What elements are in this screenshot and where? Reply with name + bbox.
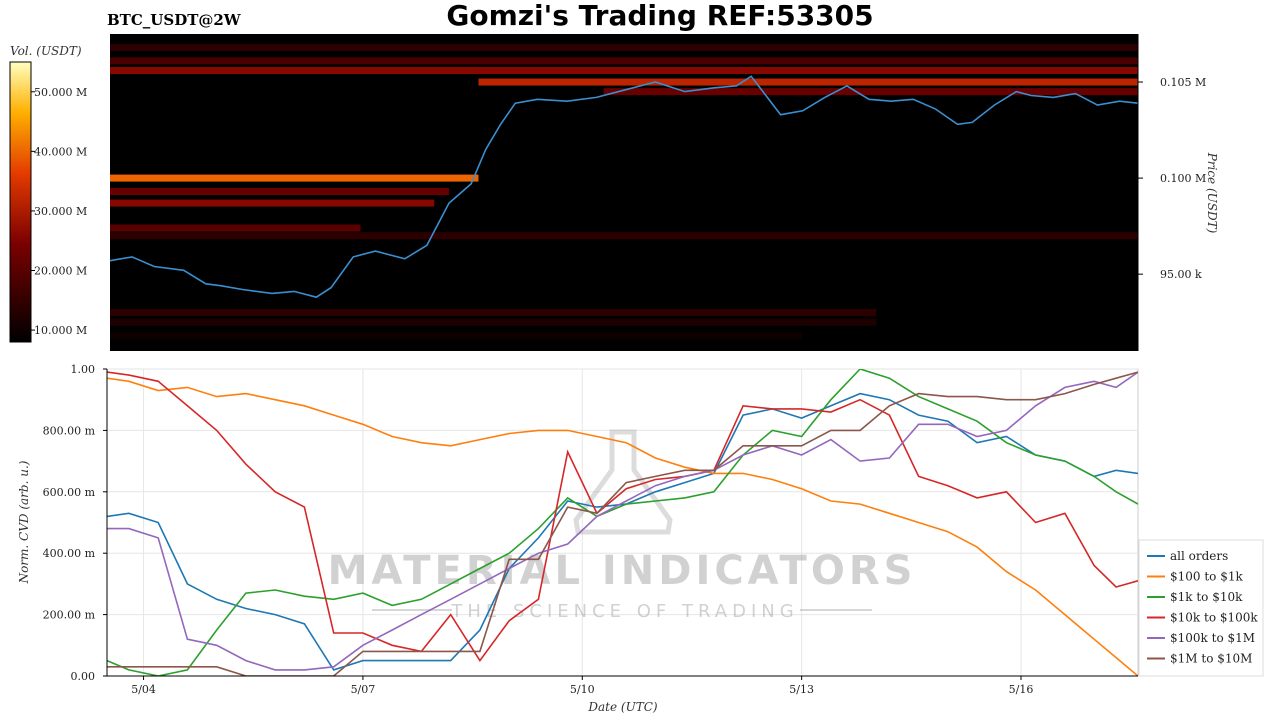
cvd-line-o1k [107,369,1138,676]
heat-band-8 [110,224,361,232]
colorbar-tick-label-2: 30.000 M [34,205,87,218]
legend-box [1138,539,1264,677]
heat-band-4 [603,88,1138,96]
heatmap-bands [110,43,1138,340]
cvd-tick-label-4: 200.00 m [43,609,96,622]
heat-band-2 [110,67,1138,75]
colorbar-tick-label-4: 10.000 M [34,324,87,337]
date-tick-label-0: 5/04 [131,683,156,696]
cvd-line-o100 [107,377,1138,676]
cvd-tick-label-0: 1.00 [71,363,96,376]
heat-band-9 [110,232,1138,240]
legend-label-o1m: $1M to $10M [1170,652,1252,666]
date-axis: 5/04 5/07 5/10 5/13 5/16 [107,675,1138,696]
date-tick-label-1: 5/07 [351,683,376,696]
heat-band-11 [110,318,877,326]
cvd-line-o100k [107,371,1138,671]
heat-band-10 [110,309,877,317]
cvd-tick-label-3: 400.00 m [43,547,96,560]
watermark: MATERIAL INDICATORS THE SCIENCE OF TRADI… [328,429,917,622]
colorbar-tick-label-1: 40.000 M [34,145,87,158]
date-axis-label: Date (UTC) [587,700,657,714]
cvd-panel [106,368,1139,677]
price-tick-label-0: 0.105 M [1160,76,1206,89]
date-tick-label-2: 5/10 [570,683,595,696]
flask-icon [573,429,673,535]
colorbar-tick-label-0: 50.000 M [34,86,87,99]
heat-band-12 [110,332,803,340]
legend-label-o10k: $10k to $100k [1170,611,1258,625]
heat-band-0 [110,43,1138,51]
legend-label-o1k: $1k to $10k [1170,590,1243,604]
legend-label-o100: $100 to $1k [1170,570,1243,584]
cvd-lines [107,369,1138,676]
price-axis: 0.105 M 0.100 M 95.00 k [1137,34,1206,351]
watermark-sub: THE SCIENCE OF TRADING [450,601,798,622]
watermark-main: MATERIAL INDICATORS [328,548,917,594]
heat-band-7 [110,199,435,207]
price-line [110,75,1138,299]
colorbar-ticks: 50.000 M 40.000 M 30.000 M 20.000 M 10.000 M [31,86,87,337]
cvd-line-o10k [107,371,1138,663]
price-tick-label-2: 95.00 k [1160,268,1202,281]
cvd-tick-label-5: 0.00 [71,670,96,683]
legend-label-all: all orders [1170,549,1228,563]
price-line-group [110,75,1138,299]
heat-band-6 [110,188,449,196]
heat-band-5 [110,174,479,182]
colorbar-tick-label-3: 20.000 M [34,265,87,278]
heat-band-1 [110,57,1138,65]
cvd-axis-label: Norm. CVD (arb. u.) [17,460,31,584]
cvd-tick-label-2: 600.00 m [43,486,96,499]
cvd-y-axis: 1.00 800.00 m 600.00 m 400.00 m 200.00 m 0.00 [43,363,108,683]
symbol-label: BTC_USDT@2W [107,11,242,29]
heat-band-3 [478,78,1138,86]
date-tick-label-4: 5/16 [1009,683,1034,696]
price-tick-label-1: 0.100 M [1160,172,1206,185]
price-axis-label: Price (USDT) [1205,152,1219,234]
legend: all orders $100 to $1k $1k to $10k $10k to … [1147,549,1258,666]
date-tick-label-3: 5/13 [789,683,814,696]
colorbar [9,61,32,343]
chart-title: Gomzi's Trading REF:53305 [446,0,873,32]
cvd-tick-label-1: 800.00 m [43,424,96,437]
legend-label-o100k: $100k to $1M [1170,631,1255,645]
cvd-line-o1m [107,371,1138,676]
colorbar-label: Vol. (USDT) [10,44,82,58]
